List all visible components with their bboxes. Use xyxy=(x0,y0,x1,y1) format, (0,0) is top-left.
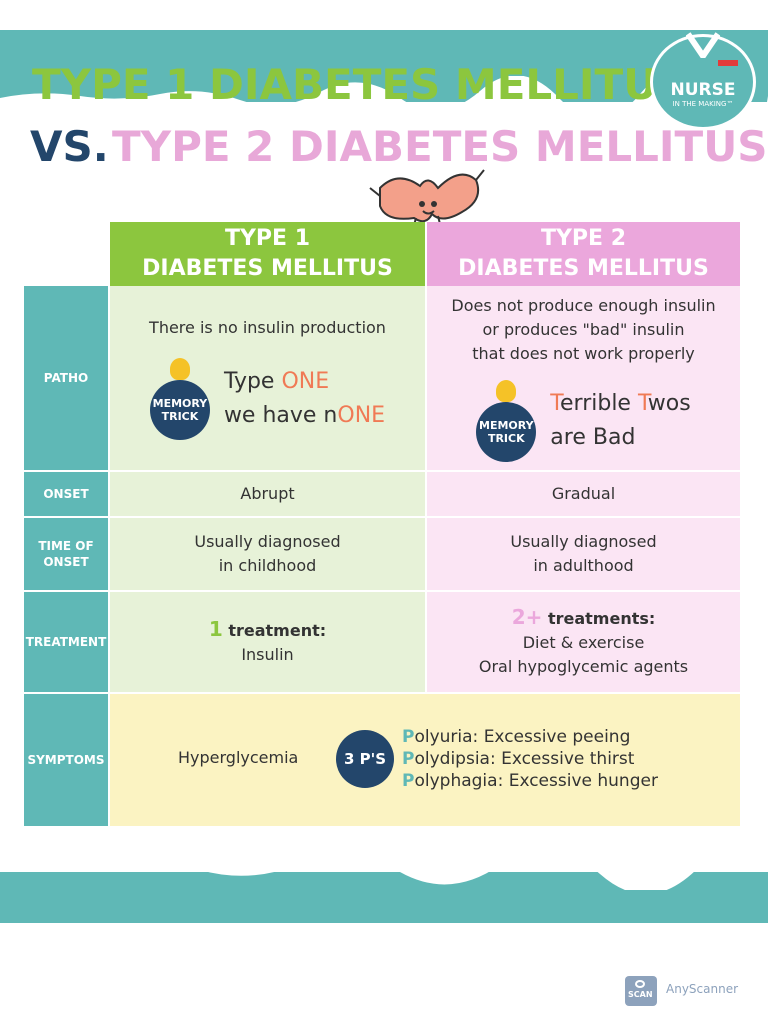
lightbulb-icon xyxy=(496,380,517,402)
row-label-patho: PATHO xyxy=(24,286,108,470)
lightbulb-icon xyxy=(169,358,190,380)
onset-type2-cell: Gradual xyxy=(427,472,740,516)
column-header-type1-line1: TYPE 1 xyxy=(224,226,311,251)
memory-trick-label: MEMORY TRICK xyxy=(476,402,537,462)
time-of-onset-type2-cell: Usually diagnosed in adulthood xyxy=(427,518,740,590)
logo-check-icon xyxy=(686,32,720,58)
patho-type1-cell: There is no insulin production MEMORY TRI… xyxy=(110,286,425,470)
treatment-type1-cell: 1 treatment: Insulin xyxy=(110,592,425,692)
column-header-type1-line2: DIABETES MELLITUS xyxy=(142,256,393,281)
pancreas-mascot-icon xyxy=(369,169,485,241)
memory-trick-label: MEMORY TRICK xyxy=(149,380,210,440)
treatment-type2-cell: 2+ treatments: Diet & exercise Oral hypo… xyxy=(427,592,740,692)
trick-text-type1: Type ONE we have nONE xyxy=(223,369,386,428)
column-header-type1: TYPE 1 DIABETES MELLITUS xyxy=(110,222,425,288)
scanner-icon-label: SCAN xyxy=(628,990,653,999)
column-header-type2-line2: DIABETES MELLITUS xyxy=(458,256,709,281)
torn-edge-top xyxy=(0,76,768,116)
time-of-onset-type1-cell: Usually diagnosed in childhood xyxy=(110,518,425,590)
logo-tagline: IN THE MAKING™ xyxy=(672,100,734,108)
scanner-lens-icon xyxy=(635,980,645,988)
title-vs: VS. xyxy=(30,122,109,171)
title-line-2: TYPE 2 DIABETES MELLITUS xyxy=(112,122,768,171)
column-header-type2: TYPE 2 DIABETES MELLITUS xyxy=(427,222,740,288)
onset-type1-cell: Abrupt xyxy=(110,472,425,516)
symptom-list: Polyuria: Excessive peeing Polydipsia: E… xyxy=(402,726,658,792)
row-label-treatment: TREATMENT xyxy=(24,592,108,692)
trick-text-type2: Terrible Twos are Bad xyxy=(550,391,691,450)
list-item: Polyuria: Excessive peeing xyxy=(402,727,631,747)
logo-name: NURSE xyxy=(670,80,736,100)
title-line-1: TYPE 1 DIABETES MELLITUS xyxy=(32,60,688,109)
patho-type1-text: There is no insulin production xyxy=(149,318,386,337)
list-item: Polydipsia: Excessive thirst xyxy=(402,749,635,769)
patho-type2-trick: MEMORY TRICK Terrible Twos are Bad xyxy=(476,380,691,462)
scanner-brand: AnyScanner xyxy=(666,982,739,996)
logo-badge xyxy=(650,34,756,130)
row-label-time-of-onset: TIME OF ONSET xyxy=(24,518,108,590)
column-header-type2-line1: TYPE 2 xyxy=(540,226,627,251)
row-label-onset: ONSET xyxy=(24,472,108,516)
row-label-symptoms: SYMPTOMS xyxy=(24,694,108,826)
patho-type1-trick: MEMORY TRICK Type ONE we have nONE xyxy=(149,358,386,440)
symptoms-cell: Hyperglycemia 3 P'S Polyuria: Excessive … xyxy=(110,694,740,826)
three-ps-badge: 3 P'S xyxy=(336,730,394,788)
patho-type2-text: Does not produce enough insulin or produ… xyxy=(451,296,716,363)
memory-trick-badge: MEMORY TRICK xyxy=(476,380,537,462)
patho-type2-cell: Does not produce enough insulin or produ… xyxy=(427,286,740,470)
symptom-general: Hyperglycemia xyxy=(178,748,299,767)
flag-icon xyxy=(718,60,738,66)
torn-edge-bottom xyxy=(0,850,768,890)
memory-trick-badge: MEMORY TRICK xyxy=(149,358,210,440)
list-item: Polyphagia: Excessive hunger xyxy=(402,771,658,791)
